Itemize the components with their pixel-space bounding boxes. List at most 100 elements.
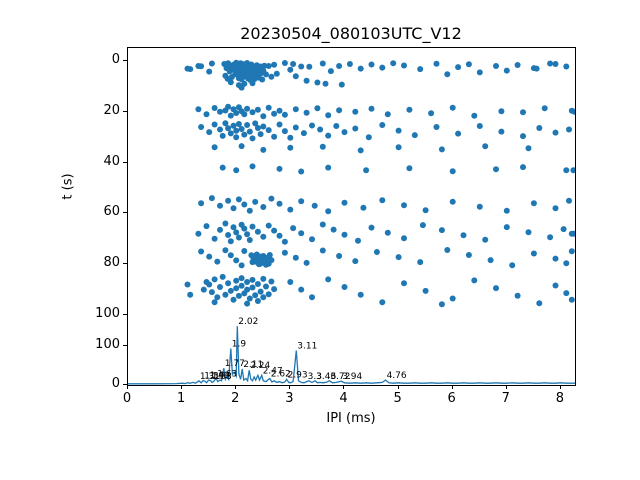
peak-annotation: 2.93 xyxy=(288,370,308,380)
x-tick-label: 8 xyxy=(555,391,565,406)
scatter-point xyxy=(547,60,554,67)
scatter-point xyxy=(566,126,572,133)
scatter-point xyxy=(217,126,223,133)
scatter-point xyxy=(230,205,237,212)
scatter-point xyxy=(249,69,256,76)
scatter-point xyxy=(438,146,445,153)
scatter-point xyxy=(219,164,226,171)
scatter-point xyxy=(411,132,418,139)
scatter-point xyxy=(271,61,278,68)
scatter-point xyxy=(311,202,318,209)
y-tick-label: 60 xyxy=(103,204,120,220)
x-tick-label: 5 xyxy=(393,391,402,406)
scatter-point xyxy=(417,259,424,266)
scatter-point xyxy=(217,284,223,290)
scatter-point xyxy=(303,259,310,266)
scatter-point xyxy=(292,124,299,131)
scatter-point xyxy=(336,63,343,69)
x-tick-mark xyxy=(235,385,236,389)
scatter-point xyxy=(260,233,267,240)
peak-annotation: 1.53 xyxy=(212,372,232,382)
scatter-point xyxy=(530,250,537,257)
x-tick-label: 1 xyxy=(176,391,186,406)
peak-annotation: 3.3 xyxy=(308,372,322,382)
scatter-point xyxy=(238,143,245,150)
x-tick-mark xyxy=(181,385,182,389)
scatter-point xyxy=(217,108,223,115)
scatter-point xyxy=(552,129,559,136)
y-tick-mark xyxy=(123,384,127,385)
scatter-point xyxy=(314,105,321,112)
scatter-point xyxy=(261,62,268,69)
scatter-point xyxy=(238,262,245,269)
x-tick-label: 0 xyxy=(122,391,132,406)
scatter-point xyxy=(268,257,275,264)
scatter-point xyxy=(249,135,256,142)
x-tick-mark xyxy=(289,385,290,389)
scatter-point xyxy=(520,109,526,116)
scatter-point xyxy=(203,111,210,118)
scatter-point xyxy=(276,200,283,207)
scatter-point xyxy=(227,79,234,86)
scatter-point xyxy=(314,79,321,86)
scatter-point xyxy=(570,230,575,237)
scatter-point xyxy=(352,258,359,265)
scatter-point xyxy=(444,247,451,253)
scatter-point xyxy=(449,198,456,205)
scatter-point xyxy=(360,204,367,211)
scatter-point xyxy=(241,131,248,138)
scatter-point xyxy=(525,145,532,152)
scatter-point xyxy=(325,276,332,283)
scatter-point xyxy=(298,168,305,175)
scatter-point xyxy=(292,106,299,113)
scatter-point xyxy=(254,298,261,304)
scatter-point xyxy=(319,60,326,67)
scatter-point xyxy=(552,61,559,67)
scatter-point xyxy=(563,167,570,174)
scatter-point xyxy=(254,125,261,131)
histogram-canvas: 1.311.391.491.531.631.771.92.022.112.242… xyxy=(128,317,575,385)
scatter-point xyxy=(346,61,353,67)
scatter-point xyxy=(276,121,283,128)
scatter-point xyxy=(244,105,251,112)
scatter-point xyxy=(235,292,242,299)
scatter-point xyxy=(241,248,248,254)
scatter-point xyxy=(254,106,261,113)
scatter-point xyxy=(444,71,451,78)
scatter-point xyxy=(217,226,223,233)
scatter-point xyxy=(246,128,253,135)
scatter-point xyxy=(227,252,234,259)
scatter-point xyxy=(233,277,240,284)
scatter-point xyxy=(571,108,575,115)
scatter-point xyxy=(352,108,359,115)
scatter-point xyxy=(363,167,370,174)
scatter-point xyxy=(303,109,310,116)
scatter-point xyxy=(203,279,210,285)
scatter-point xyxy=(257,260,263,267)
scatter-point xyxy=(252,198,259,205)
x-tick-label: 6 xyxy=(447,391,456,406)
scatter-point xyxy=(357,147,364,154)
scatter-point xyxy=(368,105,375,112)
scatter-point xyxy=(198,63,205,70)
scatter-point xyxy=(241,201,248,208)
scatter-point xyxy=(287,66,294,73)
scatter-point xyxy=(206,253,213,260)
scatter-point xyxy=(298,230,305,237)
scatter-point xyxy=(244,279,251,285)
scatter-point xyxy=(341,199,348,206)
scatter-point xyxy=(214,258,221,265)
scatter-point xyxy=(238,282,245,289)
scatter-point xyxy=(357,291,364,298)
scatter-point xyxy=(265,222,272,229)
scatter-point xyxy=(260,146,267,153)
scatter-point xyxy=(333,123,340,129)
scatter-point xyxy=(498,128,505,135)
scatter-point xyxy=(249,259,256,266)
x-tick-label: 3 xyxy=(285,391,294,406)
scatter-point xyxy=(417,66,424,73)
peak-annotation: 2.11 xyxy=(243,360,263,370)
scatter-point xyxy=(563,290,570,297)
scatter-point xyxy=(230,224,237,231)
scatter-point xyxy=(233,167,240,174)
